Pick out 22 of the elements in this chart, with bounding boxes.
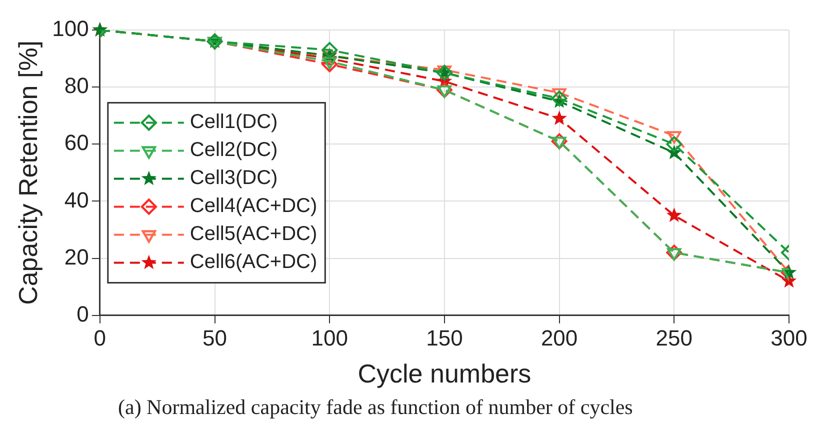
y-tick-label: 0	[76, 301, 89, 326]
legend-label: Cell3(DC)	[190, 167, 278, 190]
y-axis-title: Capacity Retention [%]	[12, 40, 43, 305]
x-tick-label: 50	[202, 326, 227, 351]
legend-label: Cell6(AC+DC)	[190, 251, 318, 274]
x-axis-title: Cycle numbers	[358, 358, 532, 389]
legend-label: Cell1(DC)	[190, 111, 278, 134]
y-tick-label: 60	[64, 130, 89, 156]
legend-label: Cell2(DC)	[190, 139, 278, 162]
y-tick-label: 40	[64, 187, 89, 212]
x-tick-label: 150	[426, 326, 463, 351]
x-tick-label: 100	[311, 326, 348, 351]
x-tick-label: 200	[540, 326, 578, 351]
legend-label: Cell5(AC+DC)	[190, 223, 318, 246]
x-tick-label: 300	[770, 326, 808, 351]
legend-label: Cell4(AC+DC)	[190, 195, 318, 218]
y-tick-label: 20	[64, 244, 89, 270]
y-tick-label: 100	[52, 16, 89, 42]
text: (a) Normalized capacity fade as function of number of cycles	[118, 395, 633, 420]
x-tick-label: 0	[94, 326, 106, 351]
x-tick-label: 250	[656, 326, 693, 351]
y-tick-label: 80	[64, 73, 89, 98]
